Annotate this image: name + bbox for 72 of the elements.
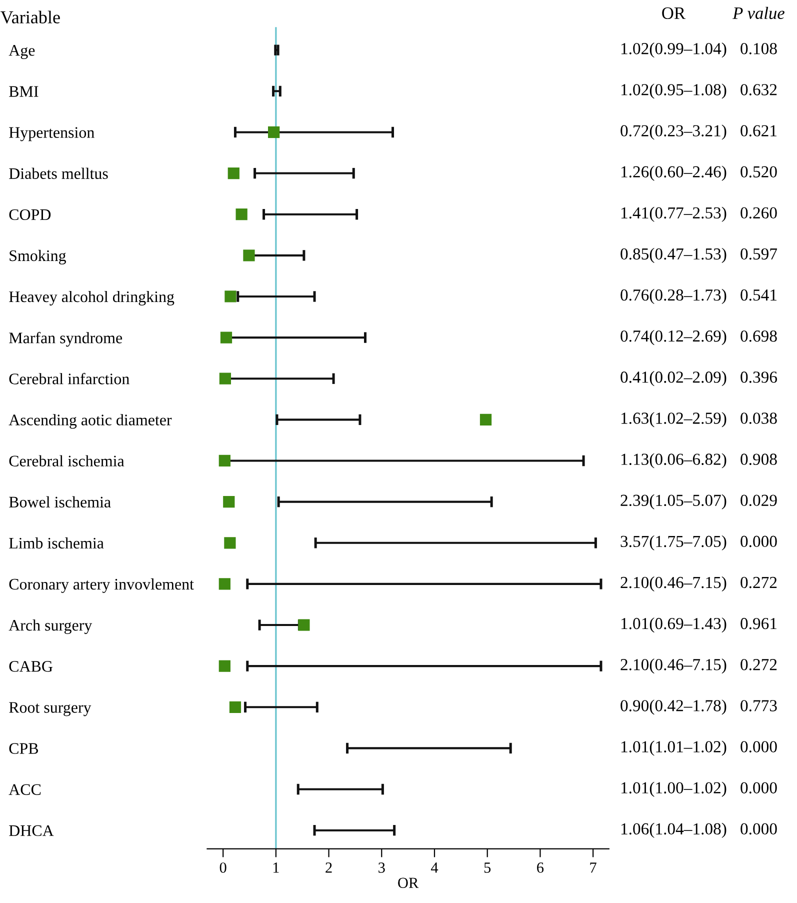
y-tick-label: Cerebral infarction [9, 372, 130, 384]
text: 0.000 [740, 741, 777, 752]
x-tick-label: 4 [430, 862, 438, 873]
text: 0.597 [740, 248, 778, 260]
text: 2.39(1.05–5.07) [620, 494, 726, 510]
text: 3.57(1.75–7.05) [620, 535, 726, 550]
y-tick-label: BMI [9, 86, 38, 97]
y-tick-label: ACC [8, 784, 41, 795]
y-tick-label: Coronary artery invovlement [9, 578, 194, 593]
text: 0.000 [740, 782, 777, 794]
text: 2.10(0.46–7.15) [620, 658, 726, 674]
text: 0.000 [740, 823, 777, 835]
text: OR [662, 7, 686, 20]
text: 0.41(0.02–2.09) [620, 371, 726, 386]
text: 1.26(0.60–2.46) [621, 166, 726, 181]
text: 1.02(0.99–1.04) [621, 42, 726, 58]
x-tick-label: 1 [273, 862, 279, 873]
text: 1.06(1.04–1.08) [621, 822, 726, 838]
y-tick-label: Hypertension [9, 127, 94, 142]
text: 0.396 [740, 372, 777, 383]
text: P value [732, 6, 784, 20]
text: 0.74(0.12–2.69) [620, 330, 726, 346]
y-tick-label: Limb ischemia [9, 537, 104, 549]
text: 0.961 [740, 618, 776, 630]
text: 1.01(0.69–1.43) [621, 617, 726, 633]
text: 1.01(1.00–1.02) [621, 782, 726, 797]
y-tick-label: Bowel ischemia [9, 496, 111, 508]
text: 0.029 [740, 494, 777, 506]
text: 1.63(1.02–2.59) [621, 412, 726, 428]
text: 1.41(0.77–2.53) [621, 206, 726, 222]
text: 0.541 [740, 289, 776, 301]
text: 0.272 [740, 576, 777, 588]
text: 1.13(0.06–6.82) [621, 453, 726, 468]
text: 1.01(1.01–1.02) [621, 740, 726, 756]
y-tick-label: COPD [9, 209, 51, 220]
text: 0.000 [740, 536, 777, 548]
text: 0.908 [740, 454, 777, 465]
text: 0.108 [740, 43, 777, 54]
text: 0.272 [740, 659, 777, 670]
text: 0.698 [740, 330, 777, 342]
text: 0.632 [740, 84, 777, 96]
y-tick-label: CABG [9, 661, 52, 672]
text: 0.621 [740, 125, 776, 136]
x-tick-label: 3 [378, 862, 385, 873]
y-tick-label: Ascending aotic diameter [8, 414, 172, 429]
y-tick-label: Smoking [10, 250, 66, 264]
text: 0.72(0.23–3.21) [620, 124, 726, 140]
y-tick-label: CPB [9, 743, 38, 754]
text: 0.260 [740, 207, 777, 219]
text: 0.038 [740, 412, 777, 424]
y-tick-label: Root surgery [9, 702, 92, 716]
y-tick-label: DHCA [9, 825, 54, 836]
text: 2.10(0.46–7.15) [620, 576, 726, 592]
x-tick-label: 7 [590, 862, 596, 873]
y-tick-label: Marfan syndrome [9, 332, 122, 347]
y-tick-label: Diabets melltus [9, 168, 108, 179]
y-axis-title: Variable [0, 10, 60, 24]
x-axis-title: OR [398, 878, 419, 888]
text: 0.520 [740, 166, 777, 178]
x-tick-label: 2 [326, 862, 332, 873]
y-tick-label: Age [8, 45, 35, 60]
y-tick-label: Arch surgery [8, 619, 92, 634]
x-tick-label: 6 [537, 862, 544, 873]
text: 0.773 [740, 700, 777, 712]
text: 0.90(0.42–1.78) [620, 700, 726, 715]
x-tick-label: 5 [484, 862, 491, 873]
text: 1.02(0.95–1.08) [621, 84, 726, 99]
y-tick-label: Heavey alcohol dringking [9, 290, 174, 306]
x-tick-label: 0 [220, 862, 226, 873]
y-tick-label: Cerebral ischemia [9, 455, 124, 466]
text: 0.76(0.28–1.73) [620, 288, 726, 304]
text: 0.85(0.47–1.53) [620, 248, 726, 263]
